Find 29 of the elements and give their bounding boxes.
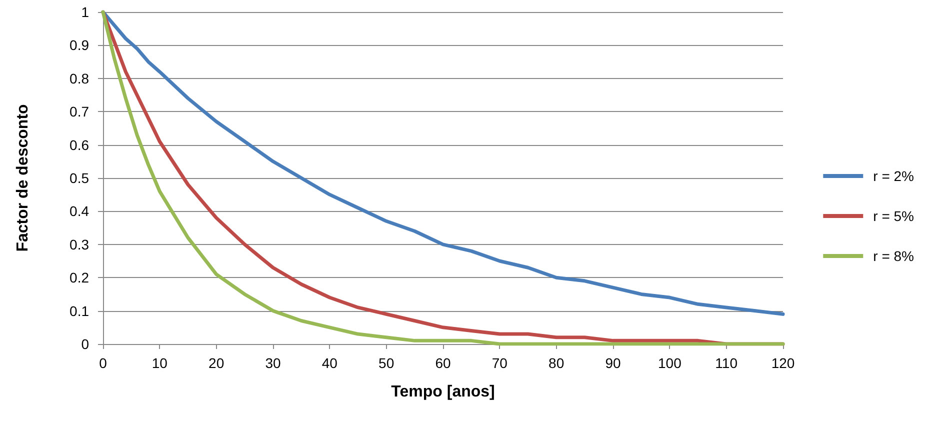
x-tick-label: 60 bbox=[435, 355, 451, 371]
x-tick-label: 40 bbox=[322, 355, 338, 371]
x-axis-title: Tempo [anos] bbox=[391, 384, 495, 400]
x-tick-label: 110 bbox=[715, 355, 738, 371]
x-tick-label: 10 bbox=[152, 355, 168, 371]
x-tick-label: 50 bbox=[378, 355, 394, 371]
x-tick-label: 0 bbox=[99, 355, 108, 371]
legend-label: r = 5% bbox=[873, 208, 914, 224]
x-tick-label: 70 bbox=[492, 355, 508, 371]
y-axis-title: Factor de desconto bbox=[14, 104, 32, 252]
y-tick-label: 0.2 bbox=[70, 270, 90, 286]
y-tick-label: 0 bbox=[81, 336, 90, 352]
y-tick-label: 0.6 bbox=[70, 136, 90, 153]
y-tick-label: 0.5 bbox=[70, 170, 90, 186]
y-tick-label: 0.9 bbox=[70, 37, 90, 54]
x-tick-label: 120 bbox=[771, 355, 795, 371]
y-tick-label: 0.7 bbox=[70, 104, 90, 120]
y-tick-label: 0.4 bbox=[70, 203, 90, 220]
y-tick-label: 0.8 bbox=[70, 70, 90, 86]
legend-label: r = 2% bbox=[873, 168, 914, 184]
x-tick-label: 20 bbox=[208, 355, 224, 371]
legend-label: r = 8% bbox=[873, 248, 914, 264]
y-tick-label: 0.3 bbox=[70, 236, 90, 252]
x-tick-label: 30 bbox=[265, 355, 281, 371]
y-tick-label: 0.1 bbox=[70, 302, 90, 319]
x-tick-label: 80 bbox=[548, 355, 564, 371]
x-tick-label: 100 bbox=[658, 355, 682, 371]
x-tick-label: 90 bbox=[605, 355, 621, 371]
y-tick-label: 1 bbox=[81, 4, 90, 20]
